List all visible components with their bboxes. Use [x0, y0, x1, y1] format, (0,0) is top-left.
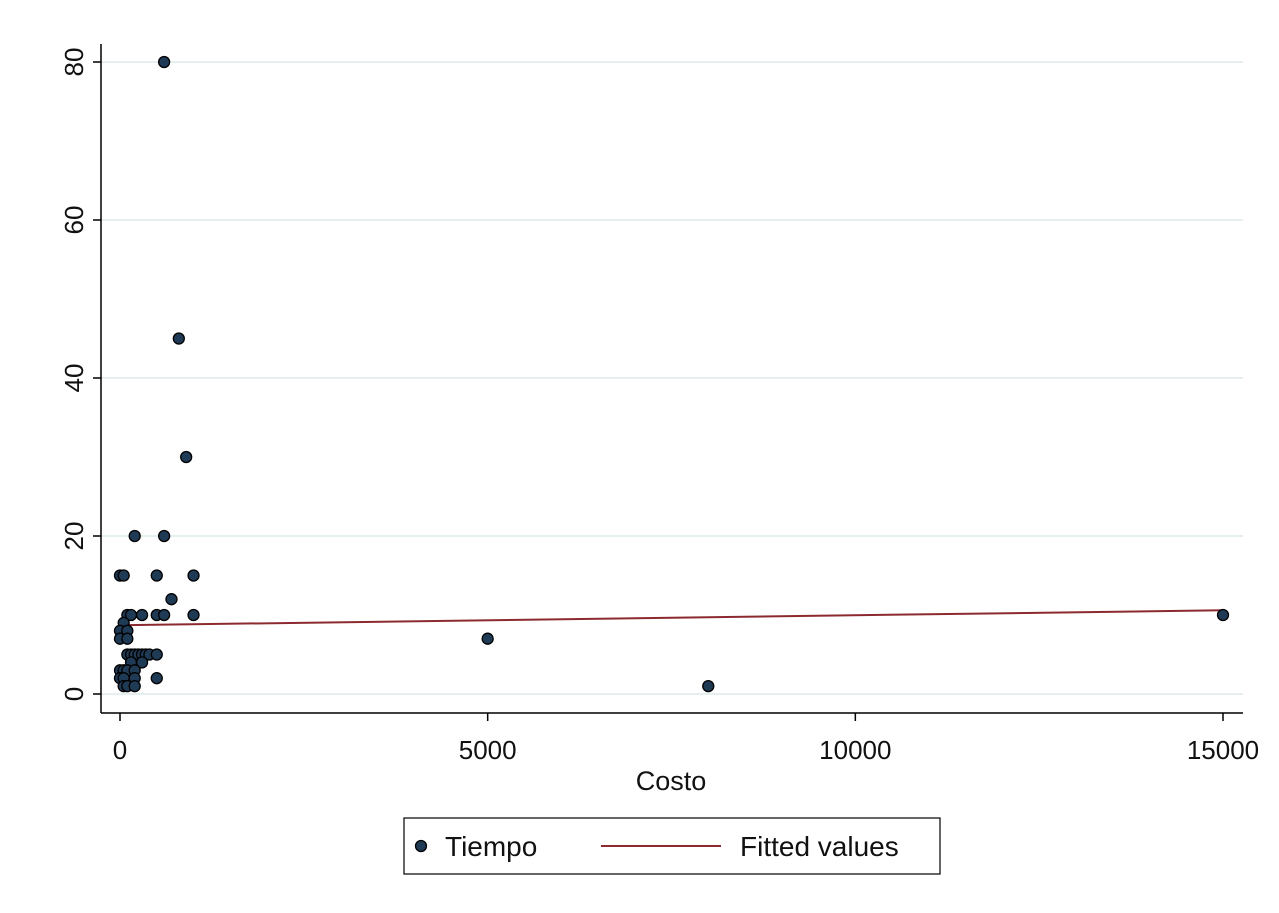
data-point	[180, 450, 193, 464]
data-points	[113, 55, 1230, 693]
data-point	[172, 332, 185, 345]
data-point	[1216, 608, 1230, 622]
data-point	[121, 632, 134, 645]
data-point	[150, 648, 163, 661]
data-point	[157, 55, 171, 69]
gridlines	[101, 61, 1243, 695]
fitted-line-layer	[119, 609, 1224, 627]
x-tick-label: 5000	[459, 735, 517, 765]
data-point	[128, 529, 141, 543]
y-tick-label: 80	[59, 48, 89, 77]
y-tick-label: 0	[59, 687, 89, 701]
data-point	[165, 593, 178, 606]
y-tick-label: 60	[59, 206, 89, 235]
fitted-values-line	[119, 609, 1224, 627]
data-point	[128, 679, 141, 693]
x-tick-label: 0	[113, 735, 127, 765]
data-point	[187, 569, 200, 582]
y-tick-labels: 0 20 40 60 80	[59, 48, 89, 702]
data-point	[117, 569, 130, 582]
x-tick-label: 10000	[819, 735, 891, 765]
data-point	[481, 632, 494, 645]
data-point	[150, 569, 163, 582]
legend-marker-tiempo	[414, 839, 428, 853]
data-point	[702, 679, 715, 693]
x-axis-title: Costo	[636, 766, 707, 796]
legend-label-tiempo: Tiempo	[445, 831, 537, 862]
legend: Tiempo Fitted values	[403, 817, 941, 875]
legend-label-fitted: Fitted values	[740, 831, 899, 862]
data-point	[150, 672, 163, 685]
data-point	[135, 656, 149, 669]
data-point	[157, 529, 171, 543]
data-point	[157, 608, 171, 622]
y-tick-label: 20	[59, 522, 89, 551]
data-point	[135, 608, 149, 622]
y-tick-label: 40	[59, 364, 89, 393]
data-point	[187, 608, 200, 622]
x-tick-label: 15000	[1187, 735, 1259, 765]
axes	[93, 44, 1243, 721]
x-tick-labels: 0 5000 10000 15000	[113, 735, 1259, 765]
